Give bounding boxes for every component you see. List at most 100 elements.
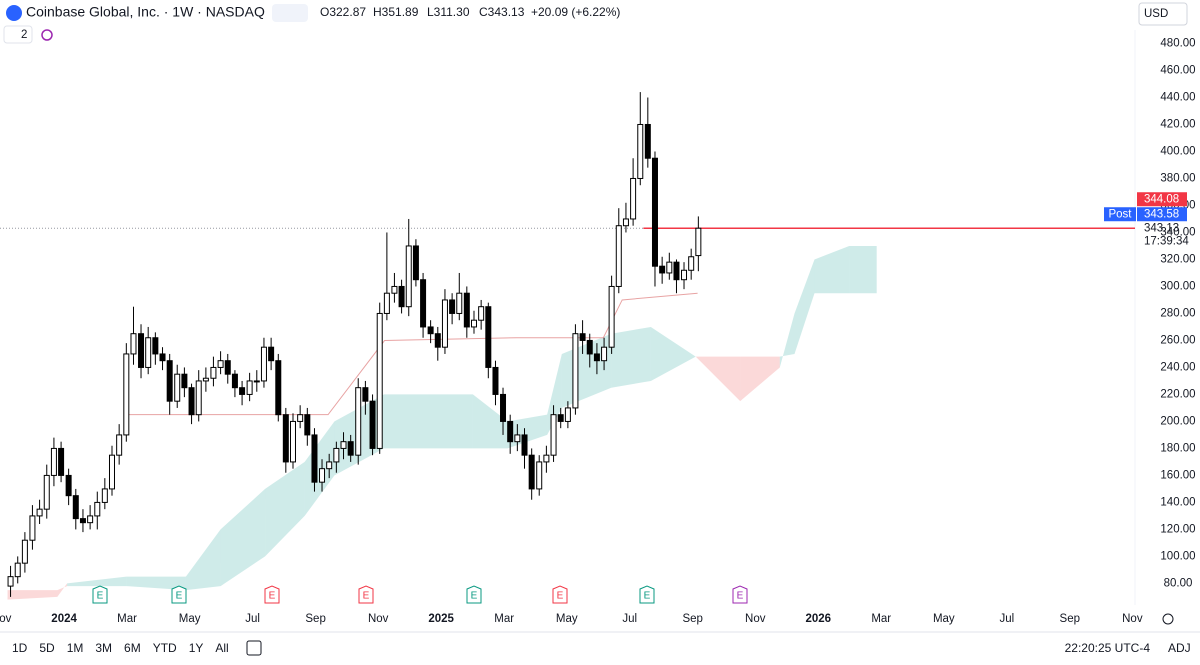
range-button[interactable]: 5D <box>39 641 55 655</box>
candle-body <box>152 337 159 355</box>
range-button[interactable]: All <box>215 641 228 655</box>
candle-body <box>72 495 79 520</box>
candle-body <box>463 292 470 328</box>
cloud-segment <box>220 488 266 587</box>
cloud-segment <box>7 590 58 600</box>
y-tick-label: 180.00 <box>1160 442 1195 454</box>
cloud-segment <box>611 326 651 388</box>
candle-body <box>536 461 543 490</box>
candle-body <box>123 353 130 436</box>
indicator-toggle[interactable] <box>272 4 308 22</box>
earnings-icon[interactable] <box>358 585 374 604</box>
earnings-icon[interactable] <box>552 585 568 604</box>
x-tick-label: 2025 <box>428 613 454 625</box>
marker-name-box <box>1104 207 1136 222</box>
earnings-icon[interactable] <box>732 585 748 604</box>
candle-body <box>50 447 57 476</box>
range-button[interactable]: 6M <box>124 641 141 655</box>
y-tick-label: 440.00 <box>1160 92 1195 104</box>
earnings-icon[interactable] <box>639 585 655 604</box>
x-tick-label: Nov <box>368 613 389 625</box>
y-tick-label: 260.00 <box>1160 334 1195 346</box>
candle-body <box>521 434 528 456</box>
ohlc-low: L311.30 <box>427 5 470 19</box>
candle-body <box>138 333 145 368</box>
candle-body <box>557 414 564 422</box>
candle-body <box>478 306 485 321</box>
candle-body <box>456 292 463 314</box>
pane-toggle[interactable] <box>3 25 33 44</box>
candle-body <box>239 387 246 395</box>
candle-body <box>572 333 579 409</box>
range-button[interactable]: 3M <box>95 641 112 655</box>
price-marker-box <box>1137 192 1187 207</box>
refresh-icon[interactable] <box>41 29 53 41</box>
candle-body <box>87 515 94 524</box>
earnings-icon[interactable] <box>466 585 482 604</box>
x-tick-label: 2024 <box>51 613 77 625</box>
earnings-letter: E <box>644 591 651 602</box>
candle-body <box>651 157 658 267</box>
cloud-segment <box>849 245 877 294</box>
cloud-segment <box>383 394 473 449</box>
candle-body <box>181 373 188 389</box>
candle-body <box>311 434 318 483</box>
cloud-segment <box>67 576 127 587</box>
y-tick-label: 340.00 <box>1160 226 1195 238</box>
settings-icon[interactable] <box>1162 613 1174 625</box>
candle-body <box>268 346 275 362</box>
x-tick-label: Sep <box>682 613 702 625</box>
candle-body <box>145 337 152 368</box>
candle-body <box>622 218 629 227</box>
candle-body <box>116 434 123 456</box>
candle-body <box>224 360 231 375</box>
candle-body <box>217 360 224 368</box>
candle-body <box>94 501 101 517</box>
candle-body <box>601 346 608 362</box>
x-tick-label: May <box>933 613 955 625</box>
candle-body <box>58 447 65 476</box>
price-marker: 343.58 <box>1144 208 1179 220</box>
y-tick-label: 100.00 <box>1160 550 1195 562</box>
range-button[interactable]: 1Y <box>189 641 204 655</box>
candle-body <box>673 261 680 281</box>
candle-body <box>528 454 535 490</box>
y-tick-label: 240.00 <box>1160 361 1195 373</box>
candle-body <box>195 380 202 416</box>
candle-body <box>174 373 181 402</box>
y-tick-label: 420.00 <box>1160 119 1195 131</box>
candle-body <box>43 474 50 510</box>
range-button[interactable]: 1M <box>67 641 84 655</box>
y-tick-label: 380.00 <box>1160 173 1195 185</box>
candle-body <box>304 414 311 436</box>
cloud-segment <box>695 356 741 402</box>
candle-body <box>231 373 238 389</box>
ohlc-high: H351.89 <box>373 5 419 19</box>
earnings-icon[interactable] <box>264 585 280 604</box>
pane-count: 2 <box>21 29 27 41</box>
cloud-segment <box>740 356 780 402</box>
earnings-letter: E <box>363 591 370 602</box>
candle-body <box>644 123 651 159</box>
currency-button[interactable] <box>1138 2 1188 26</box>
candle-body <box>398 285 405 308</box>
candle-body <box>202 377 209 382</box>
cloud-segment <box>472 394 508 449</box>
earnings-icon[interactable] <box>171 585 187 604</box>
adj-button[interactable]: ADJ <box>1168 641 1191 655</box>
candle-body <box>369 400 376 449</box>
price-marker: 344.08 <box>1144 193 1179 205</box>
candle-body <box>253 380 260 383</box>
earnings-letter: E <box>471 591 478 602</box>
range-button[interactable]: 1D <box>12 641 28 655</box>
y-tick-label: 200.00 <box>1160 415 1195 427</box>
candle-body <box>485 306 492 368</box>
cloud-segment <box>794 259 815 354</box>
candle-body <box>427 326 434 335</box>
x-tick-label: Sep <box>305 613 325 625</box>
earnings-icon[interactable] <box>92 585 108 604</box>
calendar-icon[interactable] <box>246 640 262 656</box>
candle-body <box>159 353 166 362</box>
range-button[interactable]: YTD <box>153 641 177 655</box>
